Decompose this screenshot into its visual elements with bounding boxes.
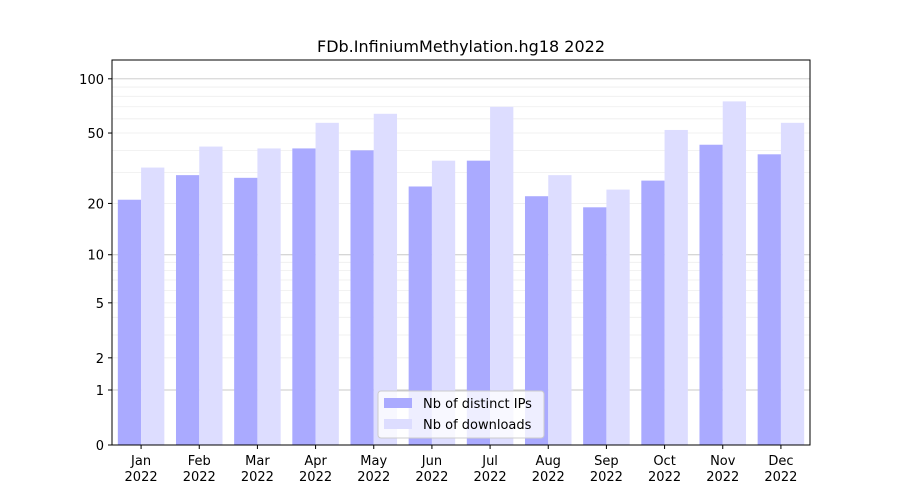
bar-downloads bbox=[315, 122, 339, 445]
bar-distinct-ips bbox=[408, 186, 432, 445]
x-tick-label: May 2022 bbox=[357, 454, 390, 485]
x-tick-label: Apr 2022 bbox=[299, 454, 332, 485]
y-tick-label: 50 bbox=[87, 127, 104, 142]
legend-swatch bbox=[384, 398, 412, 408]
bar-distinct-ips bbox=[117, 199, 142, 445]
x-tick-label: Sep 2022 bbox=[590, 454, 623, 485]
legend-box bbox=[377, 390, 545, 439]
x-tick-label: Mar 2022 bbox=[241, 454, 274, 485]
bar-distinct-ips bbox=[175, 175, 200, 445]
y-tick-label: 1 bbox=[96, 384, 104, 399]
bar-distinct-ips bbox=[524, 196, 549, 445]
x-tick-label: Aug 2022 bbox=[532, 454, 565, 485]
y-tick-label: 5 bbox=[96, 297, 104, 312]
bar-downloads bbox=[490, 106, 514, 446]
plot-frame bbox=[111, 59, 811, 446]
bar-distinct-ips bbox=[292, 148, 316, 445]
bar-downloads bbox=[780, 122, 805, 445]
x-tick-label: Nov 2022 bbox=[706, 454, 739, 485]
bar-distinct-ips bbox=[466, 160, 491, 446]
y-tick-label: 100 bbox=[79, 73, 104, 88]
bar-distinct-ips bbox=[583, 207, 607, 445]
y-tick-label: 2 bbox=[96, 352, 104, 367]
x-tick-label: Jun 2022 bbox=[415, 454, 448, 485]
bar-downloads bbox=[664, 129, 688, 445]
x-tick-label: Dec 2022 bbox=[764, 454, 797, 485]
bar-downloads bbox=[548, 175, 572, 445]
bar-distinct-ips bbox=[641, 180, 665, 445]
bar-distinct-ips bbox=[350, 150, 374, 445]
x-tick-label: Feb 2022 bbox=[183, 454, 216, 485]
y-tick-label: 0 bbox=[96, 439, 104, 454]
bar-downloads bbox=[199, 146, 223, 445]
bar-distinct-ips bbox=[757, 154, 781, 445]
bar-downloads bbox=[606, 189, 630, 445]
x-tick-label: Jan 2022 bbox=[125, 454, 158, 485]
y-tick-label: 10 bbox=[87, 249, 104, 264]
x-tick-label: Jul 2022 bbox=[474, 454, 507, 485]
bar-downloads bbox=[431, 160, 456, 446]
legend-label: Nb of downloads bbox=[423, 418, 532, 433]
legend-swatch bbox=[384, 419, 412, 429]
bar-downloads bbox=[722, 101, 747, 445]
x-tick-label: Oct 2022 bbox=[648, 454, 681, 485]
bar-downloads bbox=[141, 167, 165, 445]
bar-downloads bbox=[257, 148, 281, 445]
bar-distinct-ips bbox=[699, 144, 723, 445]
y-tick-label: 20 bbox=[87, 197, 104, 212]
chart-title: FDb.InfiniumMethylation.hg18 2022 bbox=[317, 37, 605, 56]
legend-label: Nb of distinct IPs bbox=[423, 397, 532, 412]
bar-distinct-ips bbox=[234, 177, 258, 445]
bar-downloads bbox=[373, 113, 398, 445]
